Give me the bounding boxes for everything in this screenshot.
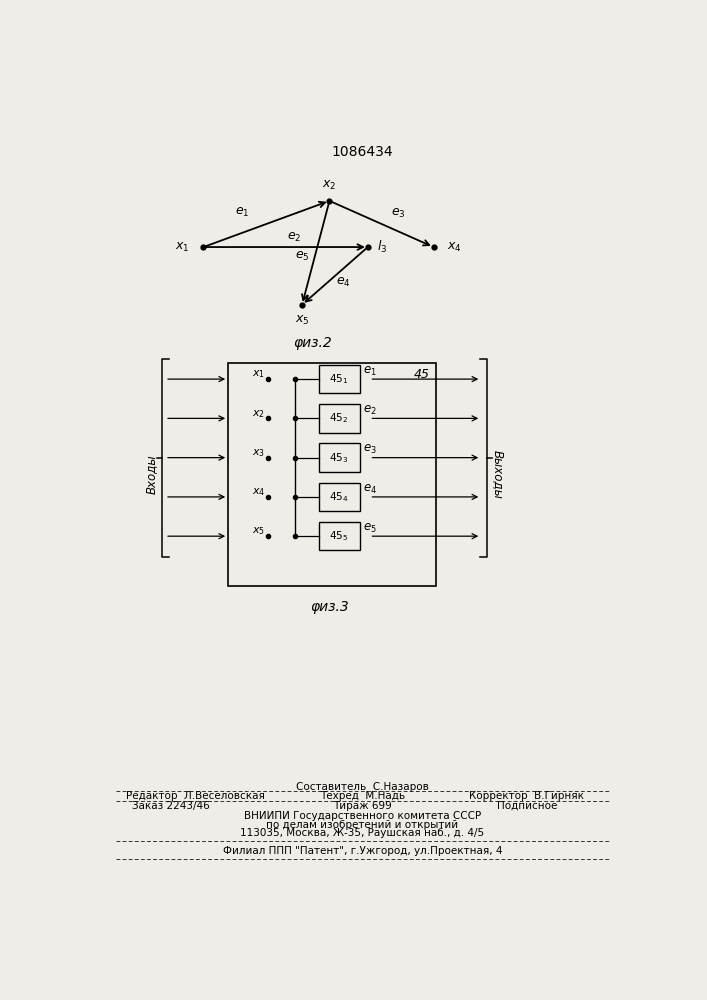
Text: Филиал ППП "Патент", г.Ужгород, ул.Проектная, 4: Филиал ППП "Патент", г.Ужгород, ул.Проек…	[223, 846, 502, 856]
Text: $e_2$: $e_2$	[363, 404, 377, 417]
Text: $l_3$: $l_3$	[377, 239, 387, 255]
Text: 113035, Москва, Ж-35, Раушская наб., д. 4/5: 113035, Москва, Ж-35, Раушская наб., д. …	[240, 828, 484, 838]
Text: Выходы: Выходы	[491, 450, 504, 499]
Text: $x_2$: $x_2$	[322, 179, 337, 192]
Text: $x_5$: $x_5$	[252, 526, 265, 537]
Text: 1086434: 1086434	[332, 145, 393, 159]
Bar	[319, 404, 360, 433]
Bar	[319, 483, 360, 511]
Text: Тираж 699: Тираж 699	[333, 801, 392, 811]
Text: $x_1$: $x_1$	[252, 369, 265, 380]
Text: Редактор  Л.Веселовская: Редактор Л.Веселовская	[126, 791, 264, 801]
Text: $e_2$: $e_2$	[287, 230, 301, 244]
Text: $e_3$: $e_3$	[363, 443, 377, 456]
Bar	[319, 443, 360, 472]
Text: Подписное: Подписное	[496, 801, 557, 811]
Text: Входы: Входы	[145, 454, 158, 494]
Bar	[319, 522, 360, 550]
Text: φиз.2: φиз.2	[293, 336, 332, 350]
Text: $45_1$: $45_1$	[329, 372, 349, 386]
Text: $e_1$: $e_1$	[363, 365, 377, 378]
Text: $45_5$: $45_5$	[329, 529, 349, 543]
Text: $x_2$: $x_2$	[252, 408, 264, 420]
Text: $e_4$: $e_4$	[337, 276, 351, 289]
Text: ВНИИПИ Государственного комитета СССР: ВНИИПИ Государственного комитета СССР	[244, 811, 481, 821]
Text: $x_4$: $x_4$	[252, 486, 265, 498]
Text: $e_5$: $e_5$	[363, 522, 377, 535]
Text: Составитель  С.Назаров: Составитель С.Назаров	[296, 782, 428, 792]
Text: $e_3$: $e_3$	[391, 207, 405, 220]
Text: Корректор  В.Гирняк: Корректор В.Гирняк	[469, 791, 584, 801]
Text: 45: 45	[414, 368, 430, 381]
Text: Техред  М.Надь: Техред М.Надь	[320, 791, 405, 801]
Bar	[228, 363, 436, 586]
Text: $x_1$: $x_1$	[175, 241, 190, 254]
Text: $45_4$: $45_4$	[329, 490, 349, 504]
Text: $x_5$: $x_5$	[295, 314, 310, 327]
Text: φиз.3: φиз.3	[310, 600, 349, 614]
Bar	[319, 365, 360, 393]
Text: $e_5$: $e_5$	[295, 250, 310, 263]
Text: $e_4$: $e_4$	[363, 483, 377, 496]
Text: Заказ 2243/46: Заказ 2243/46	[132, 801, 210, 811]
Text: $e_1$: $e_1$	[235, 206, 249, 219]
Text: $x_4$: $x_4$	[447, 241, 462, 254]
Text: $45_2$: $45_2$	[329, 411, 349, 425]
Text: $45_3$: $45_3$	[329, 451, 349, 465]
Text: по делам изобретений и открытий: по делам изобретений и открытий	[267, 820, 458, 830]
Text: $x_3$: $x_3$	[252, 447, 265, 459]
